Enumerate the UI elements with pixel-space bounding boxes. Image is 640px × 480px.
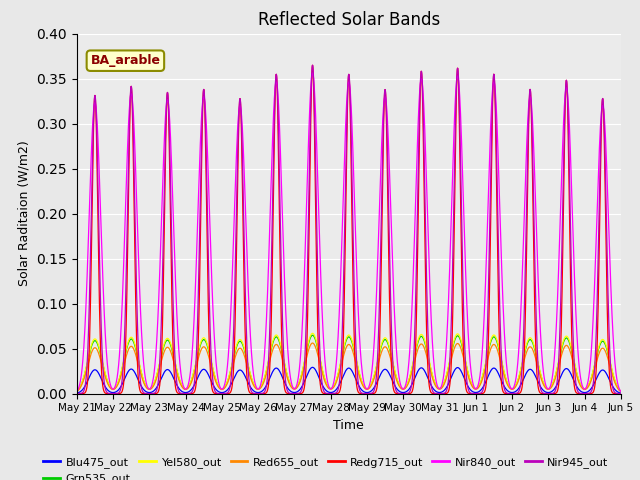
Legend: Blu475_out, Grn535_out, Yel580_out, Red655_out, Redg715_out, Nir840_out, Nir945_: Blu475_out, Grn535_out, Yel580_out, Red6… (39, 453, 612, 480)
Text: BA_arable: BA_arable (90, 54, 161, 67)
Title: Reflected Solar Bands: Reflected Solar Bands (258, 11, 440, 29)
X-axis label: Time: Time (333, 419, 364, 432)
Y-axis label: Solar Raditaion (W/m2): Solar Raditaion (W/m2) (18, 141, 31, 287)
